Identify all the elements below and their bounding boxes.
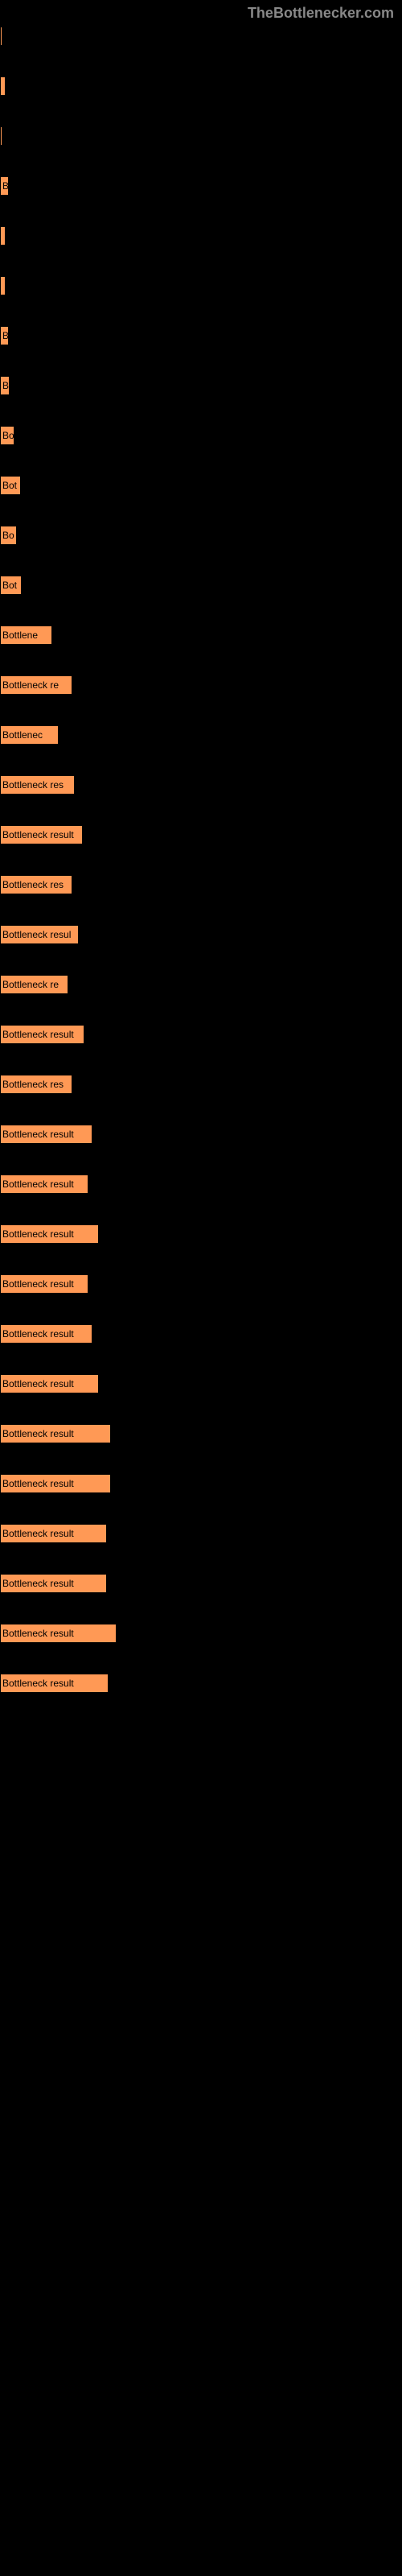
bar: Bottleneck result <box>0 1174 88 1194</box>
bar-row: Bottleneck result <box>0 1025 402 1044</box>
bar-row: Bottleneck result <box>0 1324 402 1344</box>
bar: Bot <box>0 476 21 495</box>
bar: Bottleneck result <box>0 1474 111 1493</box>
bar-label: Bottleneck result <box>1 1478 74 1489</box>
bar-label: Bottleneck re <box>1 979 59 990</box>
bar-row: Bottleneck re <box>0 975 402 994</box>
bar: B <box>0 376 10 395</box>
bar: Bottleneck res <box>0 775 75 795</box>
bar-label: Bottleneck result <box>1 1528 74 1539</box>
bar-label: Bottleneck result <box>1 1578 74 1589</box>
bar-label: Bottleneck result <box>1 1228 74 1240</box>
bar-row: B <box>0 326 402 345</box>
bar: Bottleneck result <box>0 1224 99 1244</box>
bar <box>0 126 2 146</box>
bar <box>0 27 2 46</box>
bar-row: Bot <box>0 576 402 595</box>
bar-row: Bottleneck result <box>0 1524 402 1543</box>
bar-row: Bottleneck result <box>0 1274 402 1294</box>
bar: Bottleneck result <box>0 1574 107 1593</box>
brand-header: TheBottlenecker.com <box>0 0 402 27</box>
bar-row: Bottleneck result <box>0 1224 402 1244</box>
bar-row: Bottleneck result <box>0 1125 402 1144</box>
bar: Bottlene <box>0 625 52 645</box>
bar-label: Bottlene <box>1 630 38 641</box>
bar: Bottleneck result <box>0 1674 109 1693</box>
bar-row <box>0 126 402 146</box>
bar-row <box>0 276 402 295</box>
bar-row: Bottleneck res <box>0 775 402 795</box>
bar-label: Bot <box>1 580 17 591</box>
bar-row: Bo <box>0 526 402 545</box>
bar: Bot <box>0 576 22 595</box>
bar-label: Bottleneck re <box>1 679 59 691</box>
bottleneck-bar-chart: B B B Bo Bot Bo Bot Bottlene Bottleneck re Bottle… <box>0 27 402 1693</box>
bar <box>0 76 6 96</box>
bar-label: Bottleneck result <box>1 1328 74 1340</box>
bar-label: Bo <box>1 430 14 441</box>
bar-label: Bottleneck resul <box>1 929 71 940</box>
bar-row <box>0 76 402 96</box>
bar: B <box>0 176 9 196</box>
bar: Bottleneck res <box>0 1075 72 1094</box>
bar-label: Bot <box>1 480 17 491</box>
bar-row: B <box>0 176 402 196</box>
bar-row: Bottleneck resul <box>0 925 402 944</box>
bar-row <box>0 226 402 246</box>
bar: Bottlenec <box>0 725 59 745</box>
bar: Bottleneck resul <box>0 925 79 944</box>
bar-label: Bottleneck result <box>1 1129 74 1140</box>
bar-label: Bottleneck result <box>1 1179 74 1190</box>
bar-row: Bottleneck result <box>0 1424 402 1443</box>
bar-label: Bottleneck result <box>1 1378 74 1389</box>
bar-label: Bottleneck result <box>1 829 74 840</box>
bar-label: Bottleneck result <box>1 1278 74 1290</box>
bar-row: Bottleneck re <box>0 675 402 695</box>
bar-label: Bottlenec <box>1 729 43 741</box>
bar-row: B <box>0 376 402 395</box>
bar-label: Bo <box>1 530 14 541</box>
bar: Bottleneck result <box>0 1524 107 1543</box>
bar-row: Bottleneck result <box>0 1674 402 1693</box>
bar <box>0 276 6 295</box>
bar: Bottleneck result <box>0 1274 88 1294</box>
bar-row: Bottleneck result <box>0 1474 402 1493</box>
bar-row: Bottleneck res <box>0 1075 402 1094</box>
bar: Bottleneck re <box>0 975 68 994</box>
bar: Bottleneck result <box>0 1374 99 1393</box>
bar: Bottleneck result <box>0 1424 111 1443</box>
bar: Bottleneck result <box>0 1125 92 1144</box>
bar-label: Bottleneck result <box>1 1678 74 1689</box>
bar: Bottleneck re <box>0 675 72 695</box>
bar-label: Bottleneck result <box>1 1029 74 1040</box>
bar-label: Bottleneck result <box>1 1628 74 1639</box>
bar-label: B <box>1 380 9 391</box>
bar-row <box>0 27 402 46</box>
bar <box>0 226 6 246</box>
bar: B <box>0 326 9 345</box>
bar-row: Bottleneck result <box>0 1574 402 1593</box>
bar-row: Bottlenec <box>0 725 402 745</box>
bar: Bottleneck res <box>0 875 72 894</box>
bar: Bottleneck result <box>0 1025 84 1044</box>
bar-row: Bottleneck res <box>0 875 402 894</box>
bar-label: B <box>1 330 8 341</box>
bar: Bo <box>0 426 14 445</box>
bar-label: Bottleneck res <box>1 879 64 890</box>
bar-row: Bo <box>0 426 402 445</box>
bar: Bottleneck result <box>0 1624 117 1643</box>
bar: Bottleneck result <box>0 825 83 844</box>
bar-label: Bottleneck res <box>1 1079 64 1090</box>
bar-row: Bottleneck result <box>0 1624 402 1643</box>
bar-row: Bot <box>0 476 402 495</box>
bar-row: Bottlene <box>0 625 402 645</box>
bar-label: B <box>1 180 8 192</box>
bar-label: Bottleneck result <box>1 1428 74 1439</box>
bar-row: Bottleneck result <box>0 1374 402 1393</box>
bar-row: Bottleneck result <box>0 1174 402 1194</box>
bar: Bottleneck result <box>0 1324 92 1344</box>
bar-row: Bottleneck result <box>0 825 402 844</box>
bar-label: Bottleneck res <box>1 779 64 791</box>
bar: Bo <box>0 526 17 545</box>
